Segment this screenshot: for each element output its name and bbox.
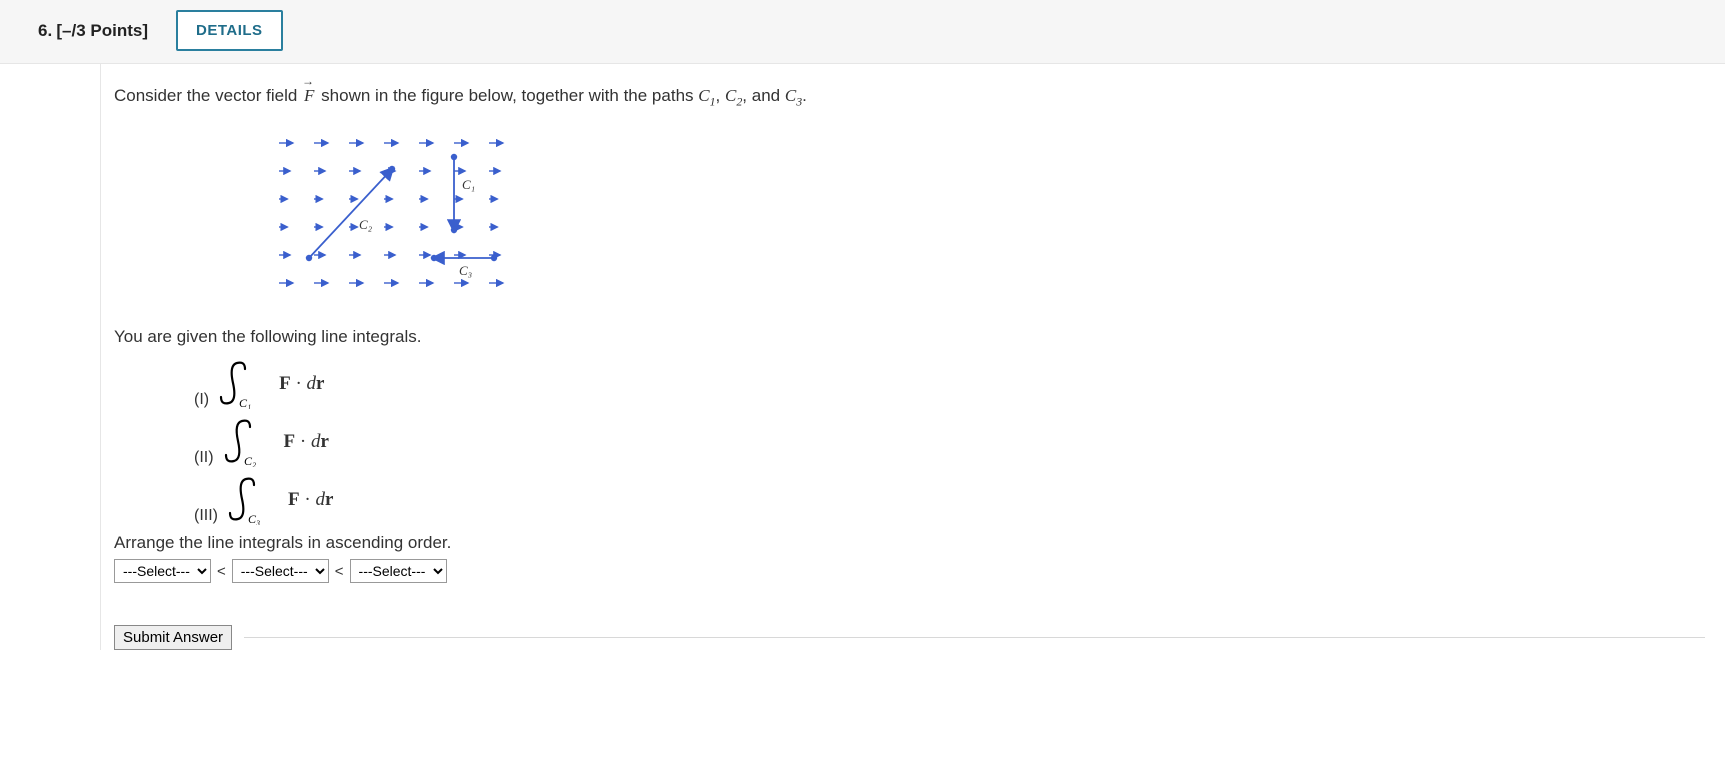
integral-label: (I)	[194, 391, 209, 409]
submit-row: Submit Answer	[114, 625, 1705, 650]
vector-field-figure: C₁ C₂ C₃	[264, 125, 1705, 309]
given-line: You are given the following line integra…	[114, 327, 1705, 347]
integral-row: (III) C₃ F · dr	[194, 473, 1705, 525]
integrand: F · dr	[284, 431, 329, 453]
vector-F: F	[302, 86, 316, 106]
integral-row: (II) C₂ F · dr	[194, 415, 1705, 467]
path-c1: C1	[698, 86, 715, 105]
path-c3: C3	[785, 86, 802, 105]
prompt-mid: shown in the figure below, together with…	[321, 86, 698, 105]
svg-text:C₃: C₃	[248, 512, 260, 525]
integral-sign: C₂	[220, 415, 280, 467]
prompt-prefix: Consider the vector field	[114, 86, 302, 105]
content-area: Consider the vector field F shown in the…	[100, 64, 1725, 650]
integrals-list: (I) C₁ F · dr (II) C₂ F · dr (III) C₃ F · dr	[194, 357, 1705, 525]
svg-text:C₁: C₁	[239, 396, 251, 409]
svg-text:C₁: C₁	[462, 177, 475, 192]
question-header: 6. [–/3 Points] DETAILS	[0, 0, 1725, 64]
question-points: [–/3 Points]	[56, 21, 148, 40]
details-button[interactable]: DETAILS	[176, 10, 283, 51]
prompt-text: Consider the vector field F shown in the…	[114, 86, 1705, 109]
content-inner: Consider the vector field F shown in the…	[100, 86, 1705, 650]
svg-text:C₂: C₂	[244, 454, 256, 467]
integral-label: (II)	[194, 449, 214, 467]
order-select-3[interactable]: ---Select---	[350, 559, 447, 583]
svg-text:C₃: C₃	[459, 263, 472, 278]
less-than-2: <	[335, 563, 344, 580]
integral-sign: C₁	[215, 357, 275, 409]
path-c2: C2	[725, 86, 742, 105]
arrange-instruction: Arrange the line integrals in ascending …	[114, 533, 1705, 553]
content-left-border	[100, 64, 101, 650]
vector-field-svg: C₁ C₂ C₃	[264, 125, 524, 305]
svg-text:C₂: C₂	[359, 217, 373, 232]
question-number-group: 6. [–/3 Points]	[38, 21, 148, 41]
order-select-2[interactable]: ---Select---	[232, 559, 329, 583]
ordering-row: ---Select--- < ---Select--- < ---Select-…	[114, 559, 1705, 583]
less-than-1: <	[217, 563, 226, 580]
submit-answer-button[interactable]: Submit Answer	[114, 625, 232, 650]
submit-divider	[244, 637, 1705, 639]
integral-label: (III)	[194, 507, 218, 525]
integral-sign: C₃	[224, 473, 284, 525]
integral-row: (I) C₁ F · dr	[194, 357, 1705, 409]
integrand: F · dr	[279, 373, 324, 395]
order-select-1[interactable]: ---Select---	[114, 559, 211, 583]
question-number: 6.	[38, 21, 52, 40]
integrand: F · dr	[288, 489, 333, 511]
